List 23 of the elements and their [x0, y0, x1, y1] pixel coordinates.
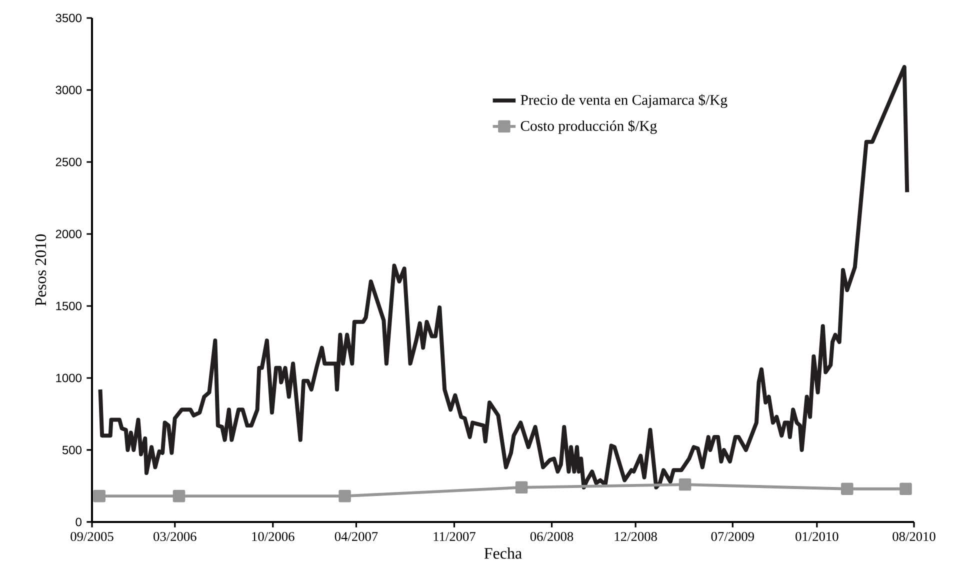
x-tick-label: 10/2006: [252, 532, 294, 542]
y-tick-label: 3000: [56, 86, 82, 94]
x-tick-label: 06/2008: [530, 532, 574, 542]
x-tick-label: 09/2005: [70, 532, 114, 542]
y-axis-title: Pesos 2010: [35, 234, 46, 306]
y-tick-label: 1000: [56, 374, 82, 382]
legend-label: Precio de venta en Cajamarca $/Kg: [520, 94, 728, 108]
x-tick-label: 01/2010: [796, 532, 838, 542]
y-tick-label: 0: [76, 518, 82, 526]
x-tick-label: 12/2008: [614, 532, 657, 542]
y-tick-label: 500: [62, 446, 82, 454]
x-tick-label: 04/2007: [334, 532, 378, 542]
y-tick-label: 1500: [56, 302, 82, 310]
y-tick-label: 2500: [56, 158, 82, 166]
x-tick-label: 11/2007: [434, 532, 476, 542]
x-axis-title: Fecha: [484, 548, 522, 559]
x-tick-label: 03/2006: [154, 532, 196, 542]
y-tick-label: 3500: [56, 14, 82, 22]
x-tick-label: 08/2010: [892, 532, 936, 542]
x-tick-label: 07/2009: [711, 532, 754, 542]
y-tick-label: 2000: [56, 230, 82, 238]
line-series: [98, 64, 910, 490]
legend-label: Costo producción $/Kg: [520, 120, 657, 134]
